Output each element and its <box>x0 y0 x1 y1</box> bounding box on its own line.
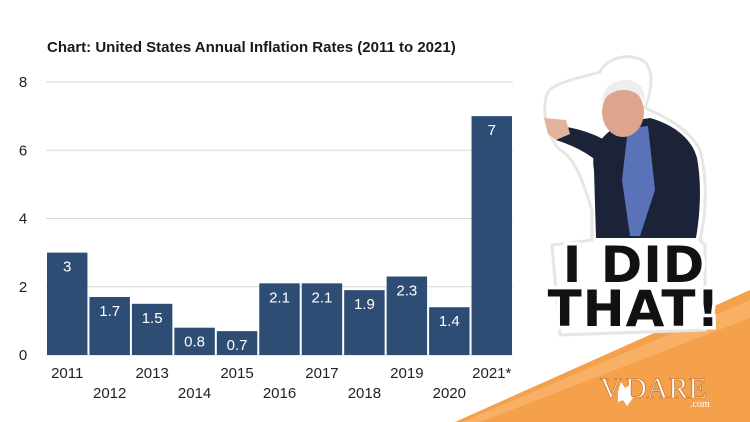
data-label: 1.4 <box>439 313 460 330</box>
data-label: 2.3 <box>396 283 417 300</box>
data-label: 1.5 <box>142 310 163 327</box>
bar <box>216 331 258 355</box>
data-label: 0.8 <box>184 334 205 351</box>
x-axis-ticks: 2011 2012 2013 2014 2015 2016 2017 2018 2019 2020… <box>51 365 511 402</box>
data-labels: 3 1.7 1.5 0.8 0.7 2.1 2.1 1.9 2.3 1.4 7 <box>63 122 496 354</box>
shirt-shape <box>622 126 655 236</box>
logo-domain: .com <box>690 399 710 410</box>
y-axis-ticks: 0 2 4 6 8 <box>19 74 27 364</box>
bar <box>131 303 173 355</box>
x-tick-label: 2018 <box>348 385 381 402</box>
x-tick-label: 2015 <box>220 365 253 382</box>
bar <box>89 296 130 355</box>
y-tick-label: 6 <box>19 142 27 159</box>
chart-title: Chart: United States Annual Inflation Ra… <box>47 39 456 56</box>
bar <box>344 290 385 355</box>
y-tick-label: 4 <box>19 211 27 228</box>
data-label: 3 <box>63 259 71 276</box>
data-label: 2.1 <box>312 289 333 306</box>
data-label: 1.9 <box>354 296 375 313</box>
hand-shape <box>544 118 570 140</box>
y-tick-label: 8 <box>19 74 27 91</box>
chart: Chart: United States Annual Inflation Ra… <box>19 39 513 402</box>
x-tick-label: 2021* <box>472 365 511 382</box>
bar <box>174 327 215 355</box>
sticker-line-1: I DID <box>563 236 706 294</box>
bar <box>471 116 512 355</box>
head-shape <box>602 87 644 137</box>
data-label: 1.7 <box>99 303 120 320</box>
bar <box>301 283 343 355</box>
x-tick-label: 2014 <box>178 385 211 402</box>
x-tick-label: 2011 <box>51 365 83 382</box>
sticker-line-2: THAT! <box>548 280 721 338</box>
logo-letter-v: V <box>600 372 622 405</box>
y-tick-label: 2 <box>19 279 27 296</box>
bar <box>259 283 300 355</box>
data-label: 2.1 <box>269 289 290 306</box>
x-tick-label: 2016 <box>263 385 296 402</box>
x-tick-label: 2020 <box>433 385 466 402</box>
bar <box>429 307 470 355</box>
vdare-logo: V DARE .com <box>600 372 710 410</box>
x-tick-label: 2012 <box>93 385 126 402</box>
y-tick-label: 0 <box>19 347 27 364</box>
logo-text: DARE <box>625 372 707 405</box>
data-label: 7 <box>488 122 496 139</box>
bars <box>47 116 512 355</box>
hair-shape <box>602 80 646 102</box>
bar <box>47 252 88 355</box>
x-tick-label: 2017 <box>305 365 338 382</box>
x-tick-label: 2013 <box>135 365 168 382</box>
bar <box>386 276 428 355</box>
data-label: 0.7 <box>227 337 248 354</box>
logo-deer-icon <box>618 382 633 406</box>
sticker: I DID THAT! <box>543 55 723 342</box>
x-tick-label: 2019 <box>390 365 423 382</box>
arm-shape <box>556 126 605 162</box>
